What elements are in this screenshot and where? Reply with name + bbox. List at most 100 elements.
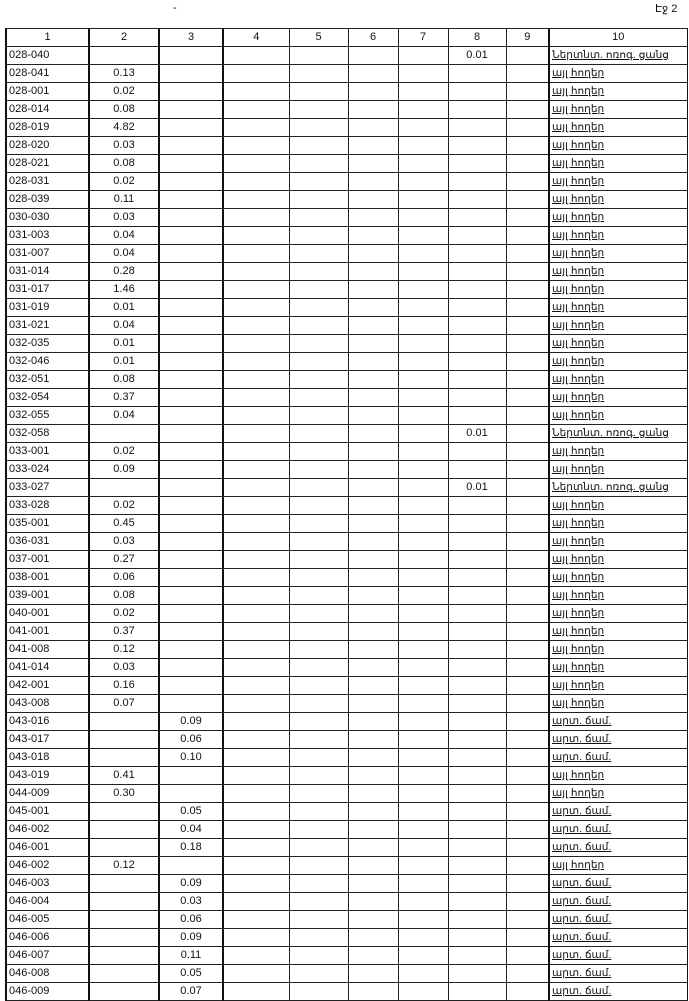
area-cell-col-4	[222, 658, 290, 677]
land-type-cell: այլ հողեր	[548, 604, 688, 623]
area-cell-col-4	[222, 460, 290, 479]
area-cell-col-9	[505, 118, 550, 137]
area-cell-col-8	[447, 784, 507, 803]
area-cell-col-7	[397, 730, 449, 749]
area-cell-col-3	[158, 676, 224, 695]
area-cell-col-7	[397, 604, 449, 623]
parcel-code-cell: 030-030	[5, 208, 90, 227]
area-cell-col-8	[447, 910, 507, 929]
area-cell-col-2: 1.46	[88, 280, 160, 299]
area-cell-col-5	[288, 64, 349, 83]
area-cell-col-2	[88, 928, 160, 947]
area-cell-col-5	[288, 280, 349, 299]
area-cell-col-3	[158, 622, 224, 641]
area-cell-col-8	[447, 514, 507, 533]
area-cell-col-6	[347, 748, 399, 767]
area-cell-col-5	[288, 136, 349, 155]
parcel-code-cell: 046-009	[5, 982, 90, 1001]
table-row: 038-001 0.06 այլ հողեր	[5, 568, 688, 587]
area-cell-col-8	[447, 244, 507, 263]
area-cell-col-8	[447, 82, 507, 101]
table-row: 041-001 0.37 այլ հողեր	[5, 622, 688, 641]
area-cell-col-7	[397, 712, 449, 731]
parcel-code-cell: 038-001	[5, 568, 90, 587]
area-cell-col-9	[505, 280, 550, 299]
area-cell-col-3: 0.05	[158, 964, 224, 983]
table-row: 028-020 0.03 այլ հողեր	[5, 136, 688, 155]
area-cell-col-6	[347, 280, 399, 299]
table-row: 045-001 0.05 արտ. ճամ.	[5, 802, 688, 821]
area-cell-col-2	[88, 730, 160, 749]
table-row: 046-004 0.03 արտ. ճամ.	[5, 892, 688, 911]
land-type-cell: այլ հողեր	[548, 244, 688, 263]
land-type-cell: Ներտնտ. ոռոգ. ցանց	[548, 424, 688, 443]
area-cell-col-8	[447, 208, 507, 227]
area-cell-col-5	[288, 406, 349, 425]
area-cell-col-5	[288, 100, 349, 119]
area-cell-col-8	[447, 280, 507, 299]
area-cell-col-5	[288, 910, 349, 929]
area-cell-col-8	[447, 298, 507, 317]
area-cell-col-7	[397, 334, 449, 353]
land-type-cell: այլ հողեր	[548, 856, 688, 875]
area-cell-col-2	[88, 802, 160, 821]
area-cell-col-9	[505, 694, 550, 713]
area-cell-col-7	[397, 64, 449, 83]
parcel-code-cell: 043-017	[5, 730, 90, 749]
parcel-code-cell: 032-055	[5, 406, 90, 425]
land-type-cell: այլ հողեր	[548, 226, 688, 245]
area-cell-col-4	[222, 406, 290, 425]
area-cell-col-2	[88, 982, 160, 1001]
area-cell-col-6	[347, 784, 399, 803]
area-cell-col-6	[347, 946, 399, 965]
area-cell-col-7	[397, 586, 449, 605]
area-cell-col-4	[222, 802, 290, 821]
column-header-1: 1	[5, 28, 90, 47]
area-cell-col-6	[347, 316, 399, 335]
land-type-cell: այլ հողեր	[548, 784, 688, 803]
area-cell-col-6	[347, 262, 399, 281]
land-type-cell: այլ հողեր	[548, 514, 688, 533]
parcel-code-cell: 041-008	[5, 640, 90, 659]
area-cell-col-5	[288, 478, 349, 497]
area-cell-col-3	[158, 172, 224, 191]
area-cell-col-5	[288, 262, 349, 281]
area-cell-col-9	[505, 190, 550, 209]
area-cell-col-4	[222, 298, 290, 317]
area-cell-col-9	[505, 946, 550, 965]
area-cell-col-5	[288, 964, 349, 983]
area-cell-col-2: 0.08	[88, 370, 160, 389]
area-cell-col-8	[447, 766, 507, 785]
area-cell-col-7	[397, 208, 449, 227]
area-cell-col-3	[158, 262, 224, 281]
area-cell-col-8	[447, 730, 507, 749]
area-cell-col-6	[347, 208, 399, 227]
table-row: 031-007 0.04 այլ հողեր	[5, 244, 688, 263]
area-cell-col-2: 4.82	[88, 118, 160, 137]
area-cell-col-7	[397, 190, 449, 209]
table-row: 046-007 0.11 արտ. ճամ.	[5, 946, 688, 965]
area-cell-col-2: 0.04	[88, 226, 160, 245]
area-cell-col-6	[347, 388, 399, 407]
land-type-cell: այլ հողեր	[548, 694, 688, 713]
area-cell-col-8	[447, 604, 507, 623]
parcel-code-cell: 031-017	[5, 280, 90, 299]
table-row: 039-001 0.08 այլ հողեր	[5, 586, 688, 605]
area-cell-col-8	[447, 838, 507, 857]
land-type-cell: արտ. ճամ.	[548, 964, 688, 983]
area-cell-col-2	[88, 892, 160, 911]
land-type-cell: այլ հողեր	[548, 352, 688, 371]
area-cell-col-4	[222, 64, 290, 83]
land-type-cell: արտ. ճամ.	[548, 874, 688, 893]
area-cell-col-5	[288, 514, 349, 533]
parcel-code-cell: 041-014	[5, 658, 90, 677]
area-cell-col-7	[397, 838, 449, 857]
table-row: 033-024 0.09 այլ հողեր	[5, 460, 688, 479]
area-cell-col-6	[347, 640, 399, 659]
area-cell-col-8	[447, 640, 507, 659]
land-type-cell: այլ հողեր	[548, 496, 688, 515]
area-cell-col-4	[222, 820, 290, 839]
table-row: 043-016 0.09 արտ. ճամ.	[5, 712, 688, 731]
column-header-10: 10	[548, 28, 688, 47]
area-cell-col-4	[222, 712, 290, 731]
